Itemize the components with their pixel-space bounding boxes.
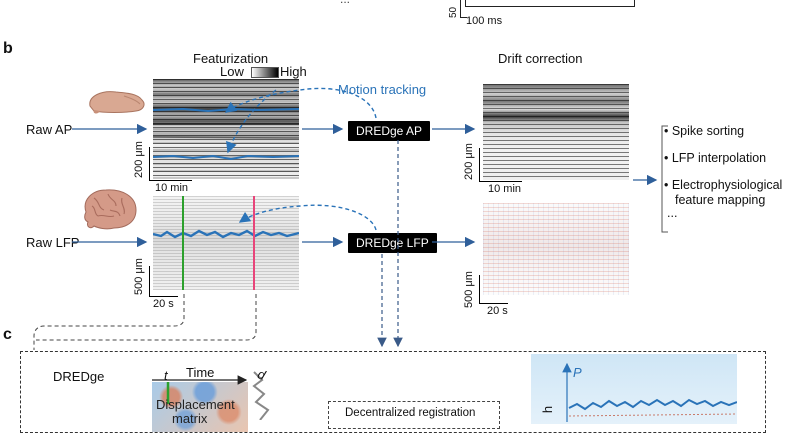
drift-correction-title: Drift correction bbox=[498, 51, 583, 66]
output-spike-sorting: • Spike sorting bbox=[664, 124, 745, 138]
ap-scale-x: 10 min bbox=[155, 182, 189, 194]
motion-tracking-label: Motion tracking bbox=[338, 82, 427, 97]
lfp-scale-bar bbox=[149, 266, 178, 297]
top-scale-bar bbox=[460, 0, 467, 18]
output-lfp-interpolation: • LFP interpolation bbox=[664, 151, 767, 165]
panel-c-letter: c bbox=[3, 326, 12, 343]
dredge-lfp-block: DREDge LFP bbox=[348, 233, 437, 253]
ap-out-scale-y: 200 μm bbox=[463, 143, 475, 180]
ap-out-scale-x: 10 min bbox=[488, 183, 522, 195]
raw-ap-label: Raw AP bbox=[26, 122, 73, 137]
human-brain-icon bbox=[84, 189, 137, 230]
displacement-matrix-line1: Displacement bbox=[156, 397, 235, 412]
top-partial-label: ... bbox=[340, 0, 350, 6]
raw-lfp-label: Raw LFP bbox=[26, 235, 80, 250]
top-trace-box bbox=[465, 0, 635, 7]
output-ellipsis: ... bbox=[667, 206, 678, 220]
top-scale-x: 100 ms bbox=[466, 15, 503, 27]
lfp-raster-input bbox=[153, 196, 299, 290]
time-label: Time bbox=[186, 365, 215, 380]
lfp-scale-x: 20 s bbox=[153, 298, 174, 310]
depth-partial-label: h bbox=[540, 405, 556, 414]
ap-raster-output bbox=[483, 84, 629, 180]
ap-tracking-overlay bbox=[153, 107, 299, 161]
dredge-ap-block: DREDge AP bbox=[348, 121, 431, 141]
panel-b-letter: b bbox=[3, 40, 13, 57]
colorbar bbox=[251, 67, 279, 78]
rat-brain-icon bbox=[89, 91, 145, 114]
colorbar-high: High bbox=[280, 64, 307, 79]
colorbar-low: Low bbox=[220, 64, 244, 79]
featurization-title: Featurization bbox=[193, 51, 269, 66]
ap-raster-input bbox=[153, 79, 299, 179]
output-feature-mapping: feature mapping bbox=[675, 193, 766, 207]
displacement-axes bbox=[152, 371, 270, 420]
ap-scale-bar bbox=[149, 147, 192, 181]
panel-b-connectors bbox=[33, 87, 668, 350]
lfp-out-scale-y: 500 μm bbox=[463, 271, 475, 308]
lfp-tracking-overlay bbox=[153, 196, 299, 290]
t-label: t bbox=[164, 368, 168, 383]
motion-estimate-trace bbox=[562, 362, 737, 422]
panel-c-dredge-label: DREDge bbox=[53, 369, 105, 384]
decentralized-registration-label: Decentralized registration bbox=[345, 407, 476, 419]
lfp-raster-output bbox=[483, 203, 629, 295]
lfp-out-scale-x: 20 s bbox=[487, 305, 508, 317]
output-electrophysiological: • Electrophysiological bbox=[664, 178, 783, 192]
ap-out-scale-bar bbox=[479, 148, 522, 182]
p-label: P bbox=[573, 365, 582, 380]
lfp-out-scale-bar bbox=[479, 275, 508, 304]
